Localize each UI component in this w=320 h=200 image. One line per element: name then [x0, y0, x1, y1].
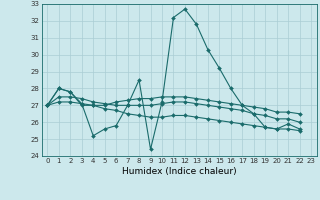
X-axis label: Humidex (Indice chaleur): Humidex (Indice chaleur) — [122, 167, 236, 176]
